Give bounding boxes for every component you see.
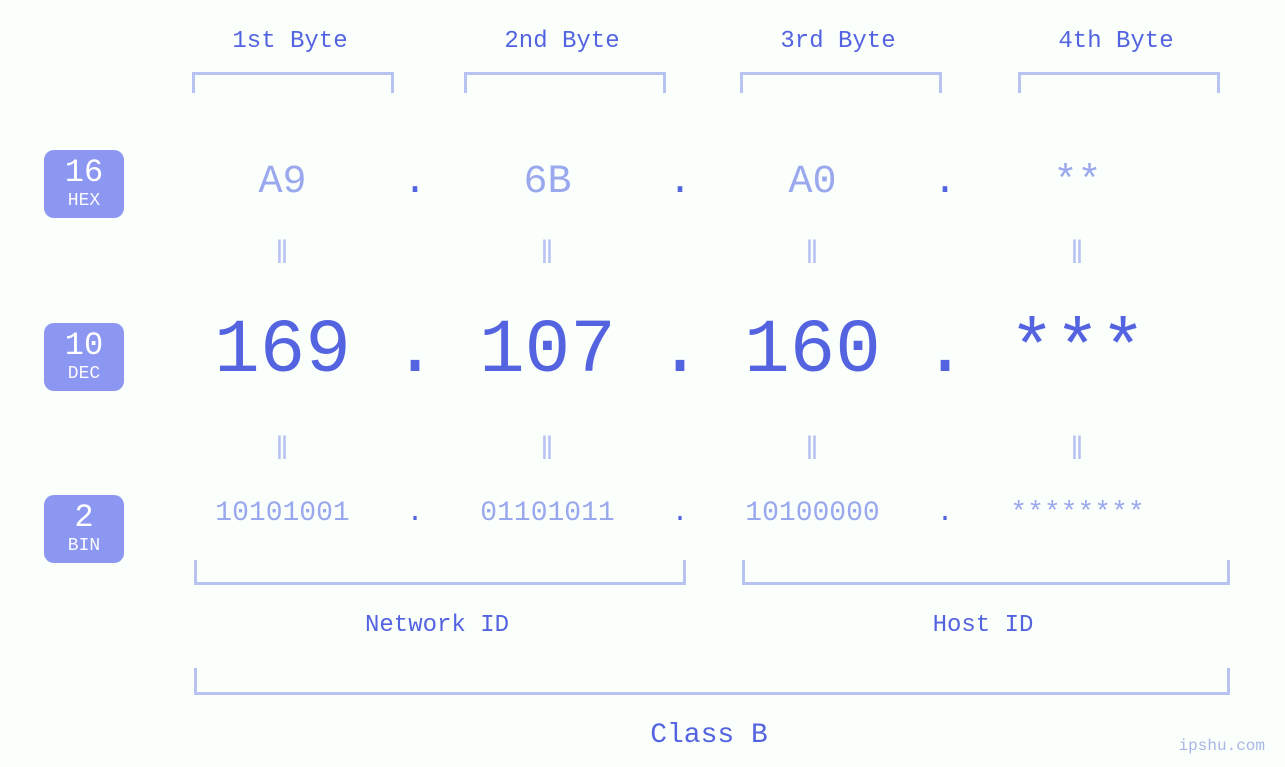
- host-id-bracket: [742, 560, 1230, 585]
- byte-bracket-3: [740, 72, 942, 93]
- hex-base-number: 16: [44, 157, 124, 189]
- dec-base-number: 10: [44, 330, 124, 362]
- dec-badge: 10 DEC: [44, 323, 124, 391]
- bin-base-label: BIN: [44, 536, 124, 556]
- hex-row: A9.6B.A0.**: [180, 160, 1240, 205]
- equals-sign: ǁ: [975, 432, 1180, 469]
- byte-bracket-2: [464, 72, 666, 93]
- byte-bracket-4: [1018, 72, 1220, 93]
- dec-row: 169.107.160.***: [180, 308, 1240, 394]
- equals-sign: ǁ: [710, 432, 915, 469]
- dec-byte-2: 107: [445, 308, 650, 394]
- watermark: ipshu.com: [1179, 737, 1265, 755]
- dec-byte-1: 169: [180, 308, 385, 394]
- hex-byte-1: A9: [180, 160, 385, 205]
- hex-badge: 16 HEX: [44, 150, 124, 218]
- class-bracket: [194, 668, 1230, 695]
- bin-byte-1: 10101001: [180, 498, 385, 529]
- dot: .: [915, 308, 975, 394]
- bin-base-number: 2: [44, 502, 124, 534]
- byte-header-3: 3rd Byte: [728, 28, 948, 55]
- dot: .: [385, 498, 445, 529]
- equals-sign: ǁ: [180, 236, 385, 273]
- equals-sign: ǁ: [180, 432, 385, 469]
- byte-bracket-1: [192, 72, 394, 93]
- equals-sign: ǁ: [975, 236, 1180, 273]
- dot: .: [650, 498, 710, 529]
- bin-byte-3: 10100000: [710, 498, 915, 529]
- dec-base-label: DEC: [44, 364, 124, 384]
- bin-byte-2: 01101011: [445, 498, 650, 529]
- hex-byte-4: **: [975, 160, 1180, 205]
- equals-sign: ǁ: [710, 236, 915, 273]
- byte-header-1: 1st Byte: [180, 28, 400, 55]
- dot: .: [915, 498, 975, 529]
- bin-byte-4: ********: [975, 498, 1180, 529]
- hex-byte-3: A0: [710, 160, 915, 205]
- dot: .: [385, 160, 445, 205]
- dot: .: [915, 160, 975, 205]
- network-id-label: Network ID: [194, 612, 680, 639]
- byte-header-4: 4th Byte: [1006, 28, 1226, 55]
- network-id-bracket: [194, 560, 686, 585]
- dot: .: [385, 308, 445, 394]
- equals-sign: ǁ: [445, 432, 650, 469]
- dec-byte-4: ***: [975, 308, 1180, 394]
- dot: .: [650, 308, 710, 394]
- class-label: Class B: [194, 720, 1224, 751]
- bin-row: 10101001.01101011.10100000.********: [180, 498, 1240, 529]
- host-id-label: Host ID: [742, 612, 1224, 639]
- bin-badge: 2 BIN: [44, 495, 124, 563]
- hex-base-label: HEX: [44, 191, 124, 211]
- byte-header-2: 2nd Byte: [452, 28, 672, 55]
- equals-row-1: ǁǁǁǁ: [180, 236, 1240, 273]
- dec-byte-3: 160: [710, 308, 915, 394]
- hex-byte-2: 6B: [445, 160, 650, 205]
- dot: .: [650, 160, 710, 205]
- equals-sign: ǁ: [445, 236, 650, 273]
- equals-row-2: ǁǁǁǁ: [180, 432, 1240, 469]
